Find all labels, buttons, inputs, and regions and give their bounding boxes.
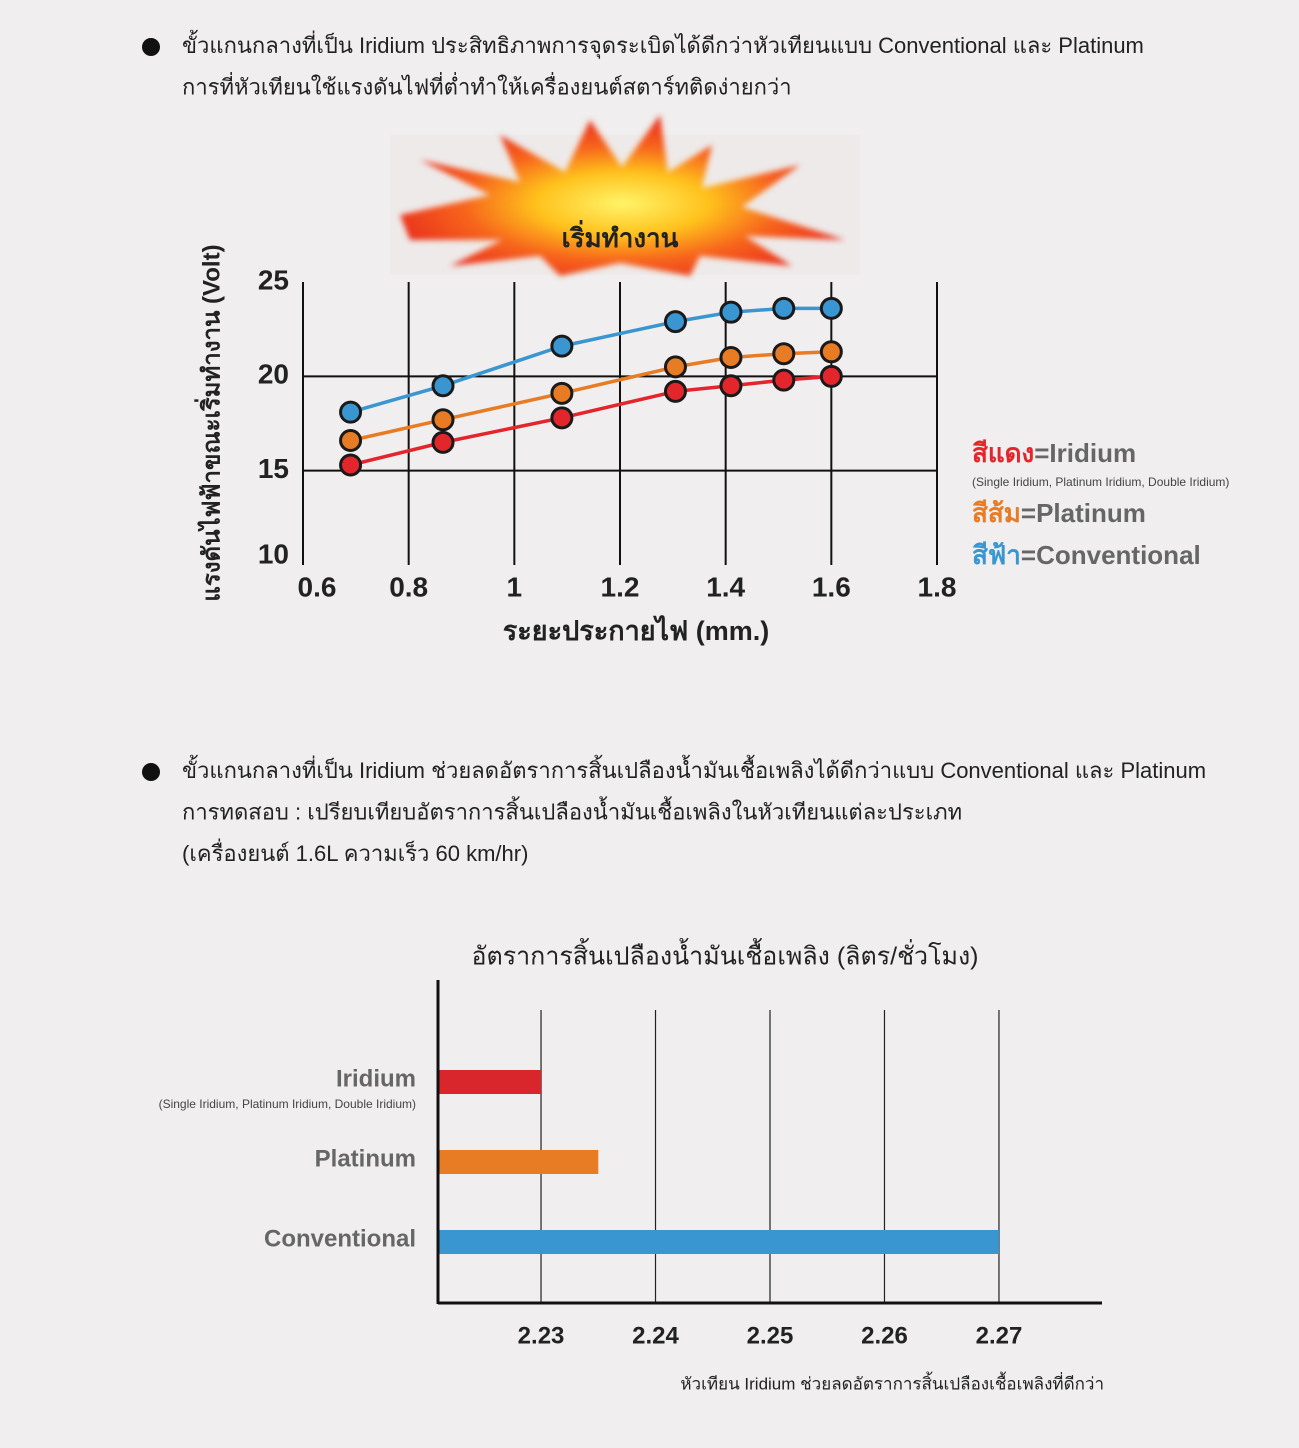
- data-point: [819, 296, 843, 320]
- bar: [438, 1070, 542, 1094]
- data-point: [719, 345, 743, 369]
- legend-color-name: สีแดง: [972, 438, 1034, 468]
- legend-entry: สีส้ม=Platinum: [972, 498, 1146, 528]
- x-tick-label: 1.2: [601, 571, 640, 602]
- y-tick-label: 25: [258, 264, 289, 295]
- data-point: [550, 334, 574, 358]
- category-label: Iridium: [336, 1065, 416, 1092]
- x-tick-label: 2.26: [861, 1322, 908, 1349]
- data-point: [719, 300, 743, 324]
- series-line: [350, 374, 832, 467]
- category-label: Platinum: [315, 1145, 416, 1172]
- data-point: [663, 379, 687, 403]
- legend-color-name: สีฟ้า: [972, 540, 1021, 570]
- legend-separator: =: [1021, 498, 1036, 528]
- x-tick-label: 0.8: [389, 571, 428, 602]
- data-point: [772, 296, 796, 320]
- data-point: [339, 400, 363, 424]
- x-tick-label: 0.6: [298, 571, 337, 602]
- x-tick-label: 2.23: [518, 1322, 565, 1349]
- data-point: [550, 381, 574, 405]
- legend-entry: สีแดง=Iridium: [972, 438, 1136, 468]
- y-axis-label: แรงดันไฟฟ้าขณะเริ่มทำงาน (Volt): [193, 244, 225, 601]
- x-tick-label: 2.25: [747, 1322, 794, 1349]
- bullet-dot: [142, 38, 160, 56]
- y-tick-label: 20: [258, 359, 289, 390]
- bar: [438, 1150, 599, 1174]
- explosion: [400, 115, 845, 276]
- bar: [438, 1230, 999, 1254]
- data-point: [772, 342, 796, 366]
- footnote: หัวเทียน Iridium ช่วยลดอัตราการสิ้นเปลือ…: [680, 1371, 1104, 1393]
- x-tick-label: 2.27: [976, 1322, 1023, 1349]
- annotation: เริ่มทำงาน: [562, 219, 679, 253]
- data-point: [431, 374, 455, 398]
- data-point: [663, 310, 687, 334]
- bullet-text: (เครื่องยนต์ 1.6L ความเร็ว 60 km/hr): [182, 838, 528, 866]
- legend-name: Platinum: [1036, 498, 1146, 528]
- data-point: [772, 368, 796, 392]
- bullet-text: การทดสอบ : เปรียบเทียบอัตราการสิ้นเปลือง…: [182, 796, 962, 824]
- data-point: [431, 408, 455, 432]
- x-tick-label: 1.8: [918, 571, 957, 602]
- x-tick-label: 1.4: [706, 571, 745, 602]
- y-tick-label: 10: [258, 538, 289, 569]
- data-point: [663, 355, 687, 379]
- data-point: [339, 428, 363, 452]
- data-point: [819, 340, 843, 364]
- data-point: [719, 374, 743, 398]
- bullet-dot: [142, 763, 160, 781]
- data-point: [431, 430, 455, 454]
- bullet-text: ขั้วแกนกลางที่เป็น Iridium ประสิทธิภาพกา…: [182, 30, 1144, 59]
- bullet-text: ขั้วแกนกลางที่เป็น Iridium ช่วยลดอัตรากา…: [182, 755, 1206, 783]
- legend-entry: สีฟ้า=Conventional: [972, 540, 1201, 570]
- x-tick-label: 1: [507, 571, 523, 602]
- legend-color-name: สีส้ม: [972, 498, 1021, 528]
- y-tick-label: 15: [258, 453, 289, 484]
- legend-note: (Single Iridium, Platinum Iridium, Doubl…: [972, 475, 1229, 489]
- x-tick-label: 1.6: [812, 571, 851, 602]
- data-point: [550, 406, 574, 430]
- legend-name: Conventional: [1036, 540, 1201, 570]
- data-point: [819, 364, 843, 388]
- series-line: [350, 306, 832, 414]
- x-tick-label: 2.24: [632, 1322, 679, 1349]
- series-line: [350, 350, 832, 443]
- legend-separator: =: [1034, 438, 1049, 468]
- chart-title: อัตราการสิ้นเปลืองน้ำมันเชื้อเพลิง (ลิตร…: [471, 938, 978, 971]
- legend-name: Iridium: [1049, 438, 1136, 468]
- x-axis-label: ระยะประกายไฟ (mm.): [503, 615, 770, 646]
- data-point: [339, 453, 363, 477]
- legend-separator: =: [1021, 540, 1036, 570]
- bullet-text: การที่หัวเทียนใช้แรงดันไฟที่ต่ำทำให้เครื…: [182, 71, 792, 99]
- category-note: (Single Iridium, Platinum Iridium, Doubl…: [159, 1097, 416, 1111]
- category-label: Conventional: [264, 1225, 416, 1252]
